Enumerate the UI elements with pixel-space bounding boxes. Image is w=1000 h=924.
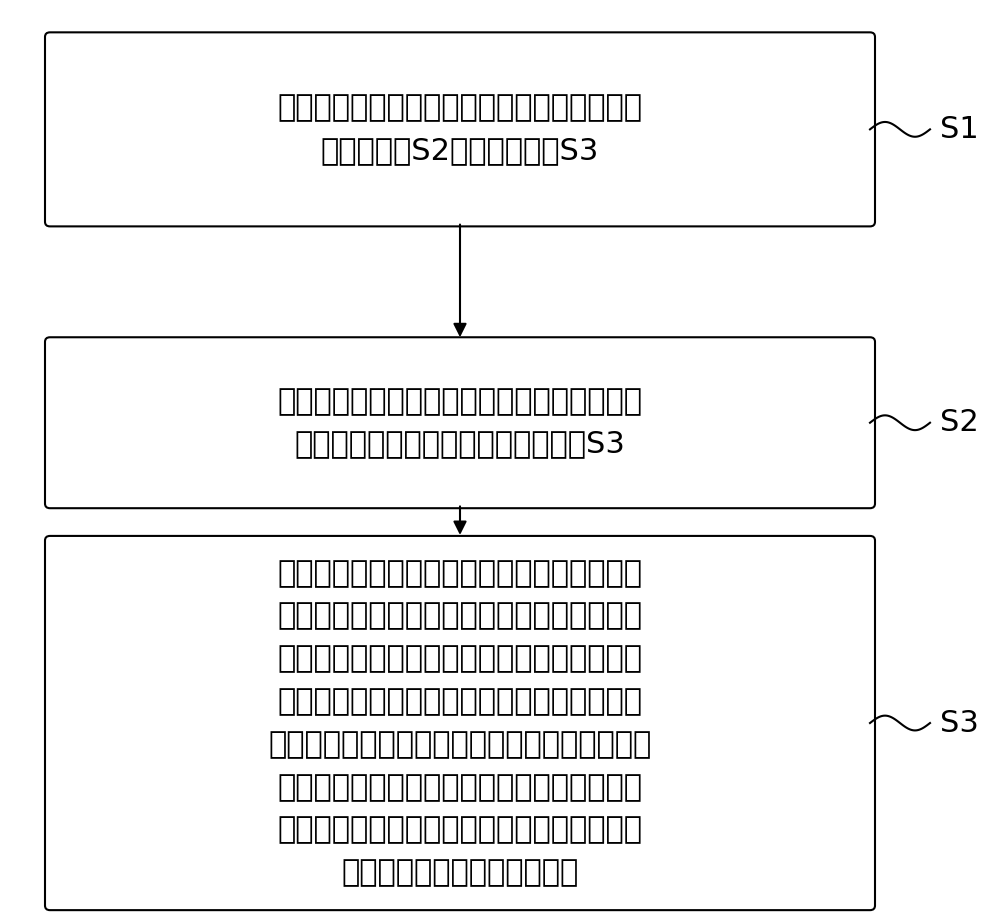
Text: 判断船舶是否存在航行风险和碰撞危险；当存
在航行风险时，根据对应的航行风险类型采取
相应行动；当存在碰撞危险时，分别计算每艘
与本船构成碰撞危险的船舶的碰撞危险: 判断船舶是否存在航行风险和碰撞危险；当存 在航行风险时，根据对应的航行风险类型采… (268, 559, 652, 887)
FancyBboxPatch shape (45, 32, 875, 226)
Text: S2: S2 (940, 408, 979, 437)
FancyBboxPatch shape (45, 536, 875, 910)
FancyBboxPatch shape (45, 337, 875, 508)
Text: S3: S3 (940, 709, 979, 737)
Text: 在船舶行驶过程中实时判断其是否偏航，当偏
航时，进入S2；否则，进入S3: 在船舶行驶过程中实时判断其是否偏航，当偏 航时，进入S2；否则，进入S3 (277, 93, 642, 165)
Text: S1: S1 (940, 115, 979, 144)
Text: 判断船舶是否能够复航到计划航线，如果是，
控制其复航到计划航线；否则，进入S3: 判断船舶是否能够复航到计划航线，如果是， 控制其复航到计划航线；否则，进入S3 (277, 387, 642, 458)
